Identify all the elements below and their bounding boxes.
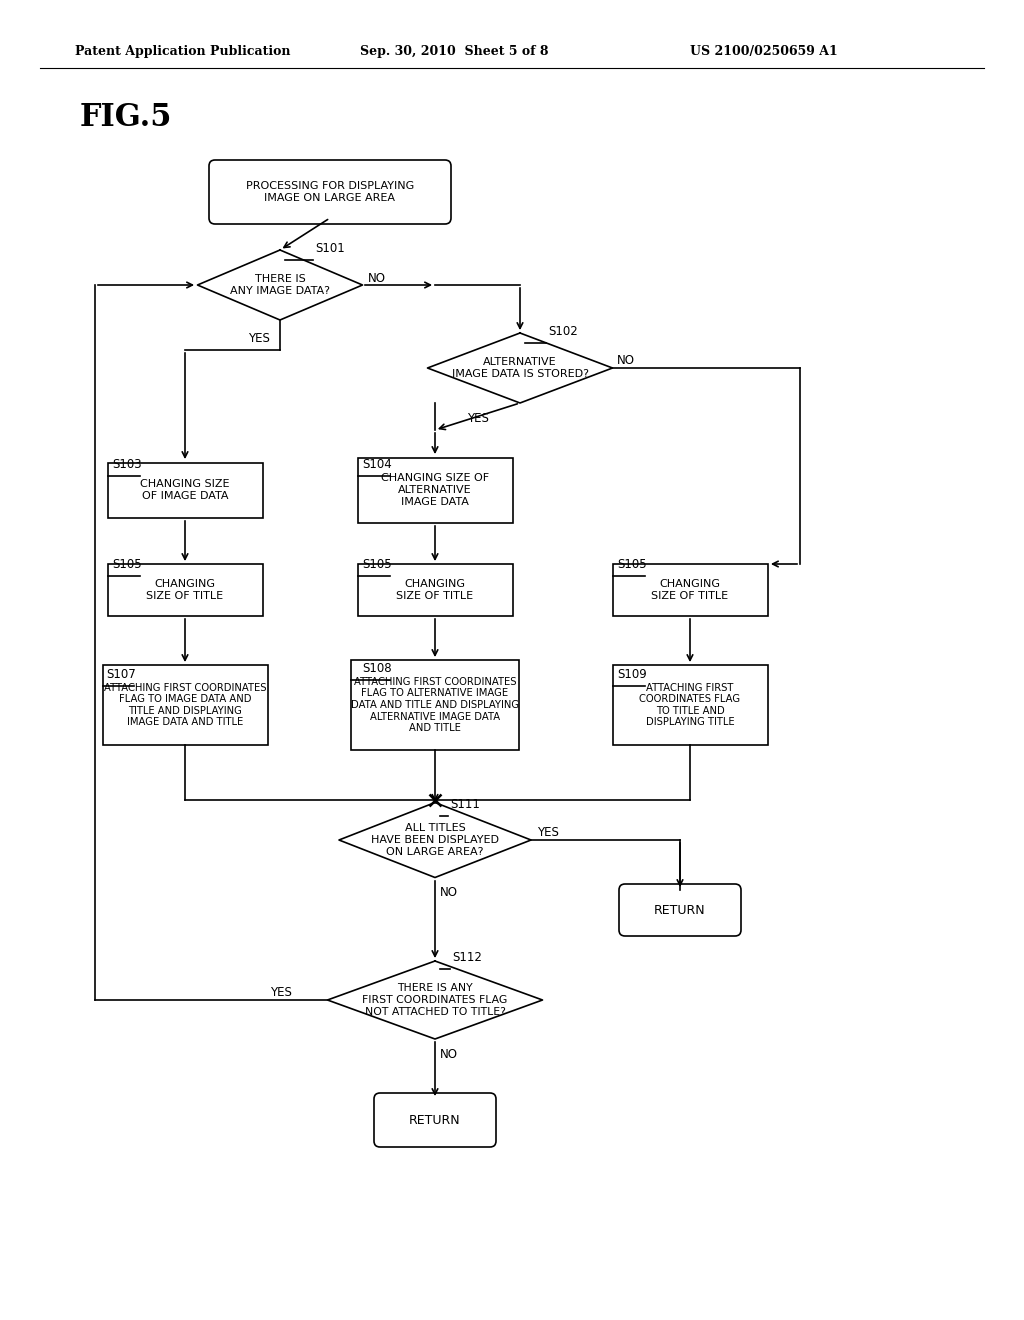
Bar — [357, 564, 512, 616]
Text: THERE IS
ANY IMAGE DATA?: THERE IS ANY IMAGE DATA? — [230, 275, 330, 296]
Polygon shape — [427, 333, 612, 403]
Bar — [108, 462, 262, 517]
Text: ATTACHING FIRST COORDINATES
FLAG TO ALTERNATIVE IMAGE
DATA AND TITLE AND DISPLAY: ATTACHING FIRST COORDINATES FLAG TO ALTE… — [351, 677, 519, 733]
Text: S109: S109 — [617, 668, 647, 681]
Polygon shape — [328, 961, 543, 1039]
Text: S105: S105 — [112, 558, 141, 572]
Text: YES: YES — [467, 412, 488, 425]
Polygon shape — [339, 803, 531, 878]
Text: S107: S107 — [106, 668, 136, 681]
Bar — [612, 665, 768, 744]
Text: S104: S104 — [362, 458, 392, 471]
Bar — [108, 564, 262, 616]
Text: S105: S105 — [362, 558, 391, 572]
Text: YES: YES — [537, 825, 559, 838]
Text: ATTACHING FIRST
COORDINATES FLAG
TO TITLE AND
DISPLAYING TITLE: ATTACHING FIRST COORDINATES FLAG TO TITL… — [639, 682, 740, 727]
Text: NO: NO — [440, 1048, 458, 1060]
Bar — [357, 458, 512, 523]
Text: Sep. 30, 2010  Sheet 5 of 8: Sep. 30, 2010 Sheet 5 of 8 — [360, 45, 549, 58]
Text: S105: S105 — [617, 558, 646, 572]
Bar — [351, 660, 519, 750]
Text: PROCESSING FOR DISPLAYING
IMAGE ON LARGE AREA: PROCESSING FOR DISPLAYING IMAGE ON LARGE… — [246, 181, 414, 203]
Text: S112: S112 — [452, 950, 482, 964]
Text: RETURN: RETURN — [654, 903, 706, 916]
Text: NO: NO — [617, 354, 635, 367]
Text: ALTERNATIVE
IMAGE DATA IS STORED?: ALTERNATIVE IMAGE DATA IS STORED? — [452, 358, 589, 379]
Text: CHANGING
SIZE OF TITLE: CHANGING SIZE OF TITLE — [146, 579, 223, 601]
Text: ATTACHING FIRST COORDINATES
FLAG TO IMAGE DATA AND
TITLE AND DISPLAYING
IMAGE DA: ATTACHING FIRST COORDINATES FLAG TO IMAG… — [103, 682, 266, 727]
Text: FIG.5: FIG.5 — [80, 103, 172, 133]
Text: S108: S108 — [362, 663, 391, 675]
Text: CHANGING SIZE
OF IMAGE DATA: CHANGING SIZE OF IMAGE DATA — [140, 479, 229, 500]
Text: NO: NO — [368, 272, 386, 285]
Text: NO: NO — [440, 886, 458, 899]
Text: CHANGING
SIZE OF TITLE: CHANGING SIZE OF TITLE — [396, 579, 473, 601]
Text: THERE IS ANY
FIRST COORDINATES FLAG
NOT ATTACHED TO TITLE?: THERE IS ANY FIRST COORDINATES FLAG NOT … — [362, 983, 508, 1016]
Text: S103: S103 — [112, 458, 141, 471]
FancyBboxPatch shape — [618, 884, 741, 936]
Text: Patent Application Publication: Patent Application Publication — [75, 45, 291, 58]
Text: YES: YES — [270, 986, 292, 998]
Text: YES: YES — [248, 331, 270, 345]
Text: CHANGING SIZE OF
ALTERNATIVE
IMAGE DATA: CHANGING SIZE OF ALTERNATIVE IMAGE DATA — [381, 474, 489, 507]
Text: S101: S101 — [315, 242, 345, 255]
Text: CHANGING
SIZE OF TITLE: CHANGING SIZE OF TITLE — [651, 579, 728, 601]
Bar — [612, 564, 768, 616]
Text: RETURN: RETURN — [410, 1114, 461, 1126]
Bar — [102, 665, 267, 744]
Text: US 2100/0250659 A1: US 2100/0250659 A1 — [690, 45, 838, 58]
FancyBboxPatch shape — [374, 1093, 496, 1147]
Text: S111: S111 — [450, 799, 480, 810]
Text: S102: S102 — [548, 325, 578, 338]
FancyBboxPatch shape — [209, 160, 451, 224]
Text: ALL TITLES
HAVE BEEN DISPLAYED
ON LARGE AREA?: ALL TITLES HAVE BEEN DISPLAYED ON LARGE … — [371, 824, 499, 857]
Polygon shape — [198, 249, 362, 319]
